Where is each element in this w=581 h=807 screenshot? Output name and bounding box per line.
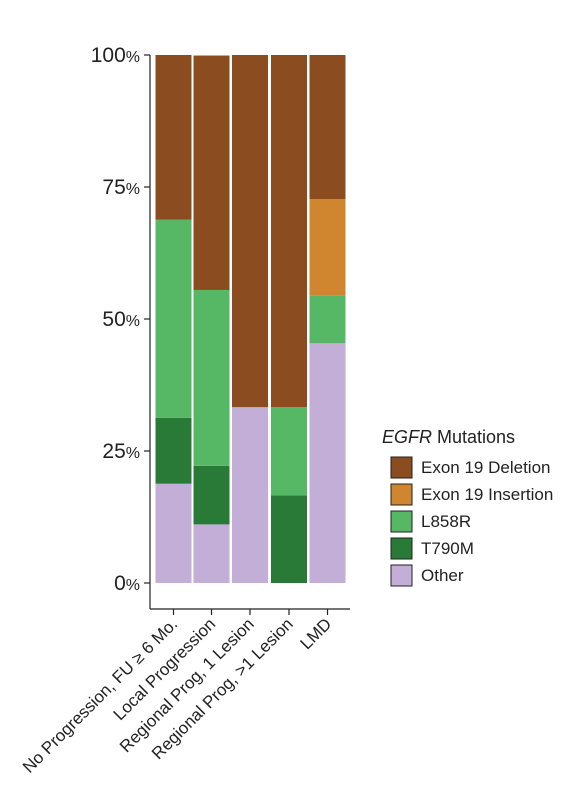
bars-group xyxy=(155,55,346,583)
bar-segment-exon-19-deletion-1 xyxy=(155,55,192,220)
x-axis-ticks: No Progression, FU ≥ 6 Mo.Local Progress… xyxy=(19,609,335,777)
bar-segment-other-1 xyxy=(155,483,192,583)
legend-label-other: Other xyxy=(421,566,464,585)
y-tick-label-25: 25% xyxy=(102,440,140,463)
legend-swatch-exon-19-deletion xyxy=(390,456,413,479)
x-category-label-5: LMD xyxy=(297,614,336,653)
bar-segment-t790m-2 xyxy=(193,465,230,525)
y-tick-label-0: 0% xyxy=(114,572,140,595)
bar-segment-other-5 xyxy=(309,343,346,583)
legend-title: EGFR Mutations xyxy=(382,427,515,447)
y-axis-ticks: 0% 25% 50% 75% 100% xyxy=(91,44,150,595)
legend-label-exon-19-insertion: Exon 19 Insertion xyxy=(421,485,553,504)
legend-label-t790m: T790M xyxy=(421,539,474,558)
bar-segment-t790m-4 xyxy=(271,495,307,583)
bar-segment-t790m-1 xyxy=(155,417,192,484)
bar-segment-other-3 xyxy=(232,407,268,583)
bar-segment-other-2 xyxy=(193,524,230,583)
y-tick-label-50: 50% xyxy=(102,308,140,331)
bar-segment-l858r-4 xyxy=(271,407,307,496)
legend-label-l858r: L858R xyxy=(421,512,471,531)
y-tick-label-100: 100% xyxy=(91,44,140,67)
legend-label-exon-19-deletion: Exon 19 Deletion xyxy=(421,458,550,477)
legend-swatch-other xyxy=(390,564,413,587)
y-tick-label-75: 75% xyxy=(102,176,140,199)
bar-segment-l858r-1 xyxy=(155,219,192,418)
legend-swatch-l858r xyxy=(390,510,413,533)
bar-segment-exon-19-deletion-3 xyxy=(232,55,268,408)
bar-segment-l858r-5 xyxy=(309,295,346,344)
bar-segment-exon-19-deletion-5 xyxy=(309,55,346,200)
legend: EGFR Mutations Exon 19 Deletion Exon 19 In… xyxy=(382,427,553,587)
bar-segment-exon-19-insertion-5 xyxy=(309,199,346,296)
bar-segment-exon-19-deletion-4 xyxy=(271,55,307,408)
legend-swatch-exon-19-insertion xyxy=(390,483,413,506)
legend-swatch-t790m xyxy=(390,537,413,560)
bar-segment-l858r-2 xyxy=(193,289,230,466)
bar-segment-exon-19-deletion-2 xyxy=(193,55,230,290)
